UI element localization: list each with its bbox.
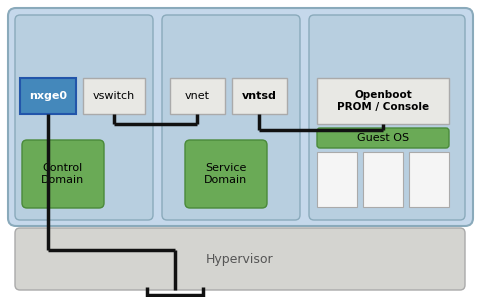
Text: vswitch: vswitch (92, 91, 135, 101)
Text: Control
Domain: Control Domain (41, 163, 84, 185)
Bar (83, 78, 145, 114)
Text: Hypervisor: Hypervisor (206, 252, 273, 266)
FancyBboxPatch shape (162, 15, 300, 220)
FancyBboxPatch shape (317, 128, 448, 148)
Bar (317, 152, 356, 207)
Bar (231, 78, 287, 114)
Text: vnet: vnet (184, 91, 209, 101)
Text: Openboot
PROM / Console: Openboot PROM / Console (336, 90, 428, 112)
Bar (20, 78, 76, 114)
Bar (408, 152, 448, 207)
FancyBboxPatch shape (308, 15, 464, 220)
FancyBboxPatch shape (8, 8, 472, 226)
FancyBboxPatch shape (15, 15, 152, 220)
Bar (317, 78, 448, 124)
Text: vntsd: vntsd (241, 91, 276, 101)
FancyBboxPatch shape (15, 228, 464, 290)
Bar (170, 78, 225, 114)
Text: Guest OS: Guest OS (356, 133, 408, 143)
Bar (362, 152, 402, 207)
Text: nxge0: nxge0 (29, 91, 67, 101)
Text: Service
Domain: Service Domain (204, 163, 247, 185)
FancyBboxPatch shape (22, 140, 104, 208)
FancyBboxPatch shape (184, 140, 267, 208)
